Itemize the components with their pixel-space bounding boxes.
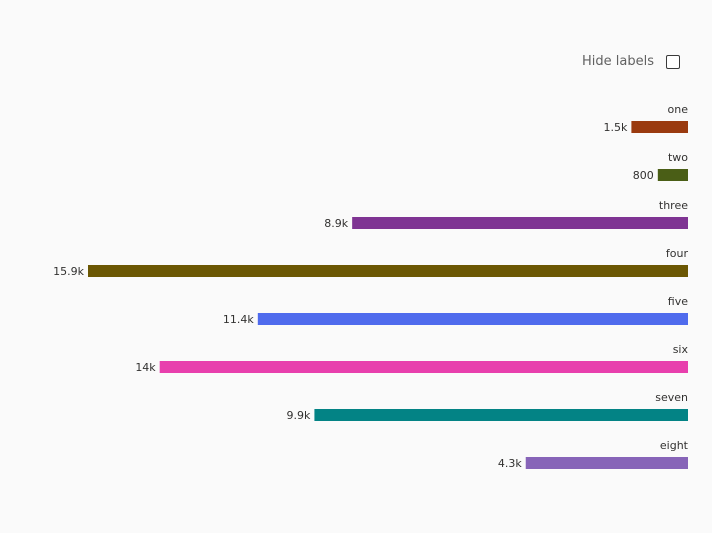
- hide-labels-label: Hide labels: [582, 54, 654, 69]
- value-label-three: 8.9k: [324, 217, 348, 230]
- category-label-one: one: [668, 103, 689, 116]
- bar-five[interactable]: [257, 313, 688, 325]
- bar-six[interactable]: [159, 361, 688, 373]
- category-label-seven: seven: [655, 391, 688, 404]
- value-label-two: 800: [633, 169, 654, 182]
- category-label-two: two: [668, 151, 688, 164]
- bar-one[interactable]: [631, 121, 688, 133]
- bar-eight[interactable]: [525, 457, 688, 469]
- value-label-seven: 9.9k: [287, 409, 311, 422]
- hide-labels-toggle[interactable]: Hide labels: [582, 54, 680, 69]
- bar-two[interactable]: [657, 169, 688, 181]
- value-label-one: 1.5k: [604, 121, 628, 134]
- category-label-eight: eight: [660, 439, 689, 452]
- value-label-four: 15.9k: [53, 265, 84, 278]
- value-label-six: 14k: [135, 361, 156, 374]
- category-label-six: six: [673, 343, 689, 356]
- hide-labels-checkbox[interactable]: [666, 54, 680, 69]
- bar-three[interactable]: [352, 217, 688, 229]
- bar-four[interactable]: [88, 265, 688, 277]
- value-label-five: 11.4k: [223, 313, 254, 326]
- value-label-eight: 4.3k: [498, 457, 522, 470]
- category-label-four: four: [666, 247, 689, 260]
- category-label-three: three: [659, 199, 688, 212]
- category-label-five: five: [668, 295, 688, 308]
- bar-seven[interactable]: [314, 409, 688, 421]
